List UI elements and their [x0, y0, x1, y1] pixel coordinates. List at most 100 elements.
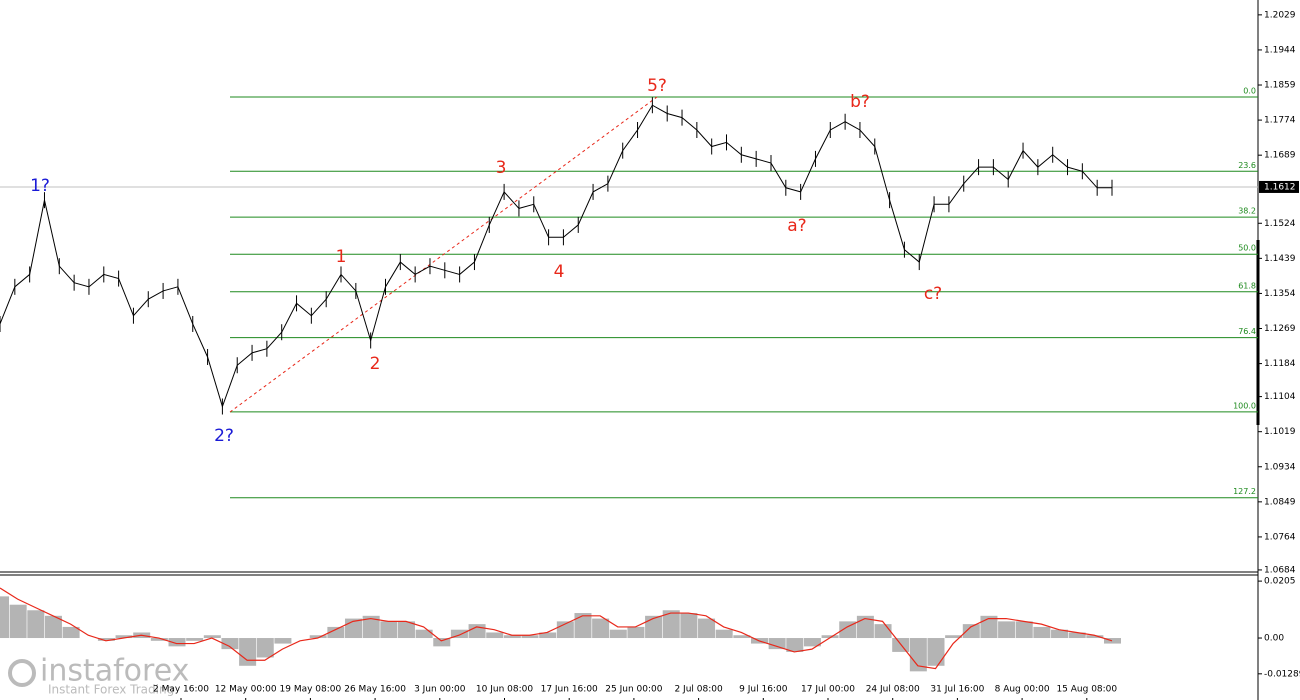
histogram-bar [592, 618, 610, 639]
x-tick-label: 24 Jul 08:00 [866, 685, 920, 695]
wave-label: 1? [30, 176, 50, 196]
current-price-label: 1.1612 [1264, 182, 1296, 192]
logo [8, 659, 36, 687]
histogram-bar [450, 629, 468, 639]
histogram-bar [909, 638, 927, 672]
histogram-bar [362, 615, 380, 639]
wave-label: a? [787, 216, 806, 236]
histogram-bar [856, 615, 874, 639]
y-tick-label: 1.1859 [1264, 81, 1296, 91]
wave-label: 3 [496, 158, 507, 178]
histogram-bar [962, 624, 980, 639]
histogram-bar [733, 635, 751, 639]
histogram-bar [821, 635, 839, 639]
histogram-bar [239, 638, 257, 666]
histogram-bar [0, 596, 9, 639]
y-tick-label: 1.1524 [1264, 219, 1296, 229]
histogram-bar [574, 613, 592, 639]
x-tick-label: 19 May 08:00 [280, 685, 342, 695]
y-tick-label: -0.01289 [1264, 669, 1300, 679]
fib-label: 100.0 [1233, 401, 1256, 410]
x-tick-label: 17 Jul 00:00 [801, 685, 855, 695]
fib-label: 0.0 [1243, 86, 1256, 95]
histogram-bar [397, 621, 415, 639]
histogram-bar [698, 618, 716, 639]
y-tick-label: 0.00 [1264, 634, 1284, 644]
x-tick-label: 17 Jun 16:00 [541, 685, 598, 695]
x-tick-label: 12 May 00:00 [215, 685, 277, 695]
y-tick-label: 1.1104 [1264, 392, 1296, 402]
histogram-bar [150, 638, 168, 641]
y-tick-label: 1.2029 [1264, 10, 1296, 20]
histogram-bar [274, 638, 292, 644]
x-tick-label: 15 Aug 08:00 [1056, 685, 1117, 695]
histogram-bar [927, 638, 945, 666]
tagline: Instant Forex Trading [48, 683, 174, 697]
brand: instaforex [40, 654, 189, 689]
histogram-bar [9, 604, 27, 639]
x-tick-label: 25 Jun 00:00 [605, 685, 662, 695]
wave-label: c? [924, 284, 942, 304]
y-tick-label: 1.1689 [1264, 151, 1296, 161]
y-tick-label: 1.1269 [1264, 324, 1296, 334]
histogram-bar [380, 621, 398, 639]
histogram-bar [1051, 629, 1069, 639]
histogram-bar [803, 638, 821, 647]
histogram-bar [468, 624, 486, 639]
y-tick-label: 1.1354 [1264, 289, 1296, 299]
histogram-bar [680, 613, 698, 639]
histogram-bar [521, 635, 539, 639]
fib-label: 38.2 [1238, 207, 1256, 216]
x-tick-label: 2 May 16:00 [153, 685, 209, 695]
histogram-bar [486, 632, 504, 639]
y-tick-label: 1.1019 [1264, 427, 1296, 437]
histogram-bar [62, 626, 80, 639]
fib-label: 23.6 [1238, 161, 1256, 170]
histogram-bar [186, 638, 204, 641]
fib-label: 61.8 [1238, 281, 1256, 290]
histogram-bar [627, 626, 645, 639]
histogram-bar [256, 638, 274, 658]
x-tick-label: 26 May 16:00 [344, 685, 406, 695]
histogram-bar [221, 638, 239, 650]
histogram-bar [309, 635, 327, 639]
y-tick-label: 1.1439 [1264, 254, 1296, 264]
histogram-bar [945, 635, 963, 639]
current-price-box [1259, 180, 1299, 193]
histogram-bar [1104, 638, 1121, 644]
histogram-bar [115, 635, 133, 639]
watermark: instaforex Instant Forex Trading [8, 654, 189, 697]
x-tick-label: 9 Jul 16:00 [739, 685, 788, 695]
wave-label: 2? [214, 426, 234, 446]
histogram-bar [27, 610, 45, 639]
wave-label: 5? [647, 76, 667, 96]
histogram-bar [503, 635, 521, 639]
fib-label: 127.2 [1233, 487, 1256, 496]
wave-label: 4 [554, 262, 565, 282]
x-tick-label: 10 Jun 08:00 [476, 685, 533, 695]
trend-line [229, 96, 658, 413]
histogram-bar [539, 632, 557, 639]
histogram-bar [433, 638, 451, 647]
x-tick-label: 2 Jul 08:00 [674, 685, 723, 695]
histogram-bar [645, 615, 663, 639]
wave-label: 2 [370, 354, 381, 374]
histogram-bar [415, 629, 433, 639]
x-tick-label: 3 Jun 00:00 [414, 685, 466, 695]
fib-label: 76.4 [1238, 327, 1256, 336]
y-tick-label: 1.1944 [1264, 45, 1296, 55]
histogram-bar [786, 638, 804, 652]
histogram-bar [1033, 626, 1051, 639]
histogram-bar [327, 626, 345, 639]
y-tick-label: 1.0849 [1264, 497, 1296, 507]
histogram-bar [839, 621, 857, 639]
histogram-bar [1068, 632, 1086, 639]
y-tick-label: 1.1774 [1264, 116, 1296, 126]
wave-label: 1 [336, 247, 347, 267]
histogram-bar [998, 621, 1016, 639]
histogram-bar [203, 635, 221, 639]
signal-line [0, 587, 1113, 670]
histogram-bar [874, 624, 892, 639]
y-tick-label: 1.0684 [1264, 565, 1296, 575]
